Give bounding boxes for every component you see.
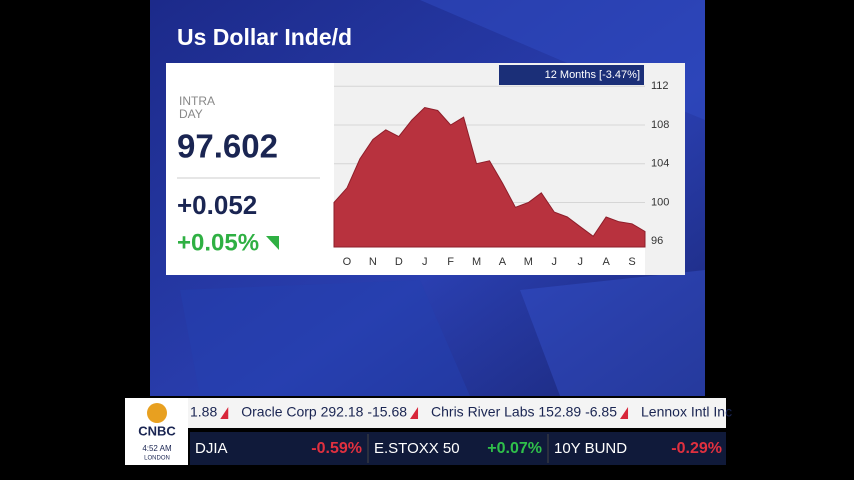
decor <box>520 270 705 396</box>
down-arrow <box>620 407 629 419</box>
index-name: DJIA <box>195 440 228 457</box>
quote-panel <box>166 63 334 275</box>
x-tick-label: D <box>395 256 403 268</box>
index-change: -0.29% <box>671 440 722 457</box>
index-change: -0.59% <box>311 440 362 457</box>
up-arrow <box>266 236 279 250</box>
x-axis-strip <box>334 247 645 275</box>
area <box>333 106 646 248</box>
ticker-item: 1.88 <box>190 404 217 420</box>
down-arrow <box>220 407 229 419</box>
decor <box>180 280 470 396</box>
logo-city: LONDON <box>144 456 170 462</box>
y-tick-label: 108 <box>651 119 669 131</box>
x-tick-label: M <box>524 256 533 268</box>
logo-time: 4:52 AM <box>142 444 172 453</box>
x-tick-label: N <box>369 256 377 268</box>
quote-change: +0.052 <box>177 190 257 220</box>
index-name: 10Y BUND <box>554 440 627 457</box>
down-arrow <box>410 407 419 419</box>
y-tick-label: 100 <box>651 196 669 208</box>
chart-title: Us Dollar Inde/d <box>177 24 352 50</box>
x-tick-label: F <box>447 256 454 268</box>
x-tick-label: J <box>577 256 583 268</box>
x-tick-label: J <box>422 256 428 268</box>
legend-box <box>499 65 644 85</box>
legend-label: 12 Months [-3.47%] <box>545 69 640 81</box>
x-tick-label: A <box>499 256 507 268</box>
y-tick-label: 112 <box>651 80 669 92</box>
quote-label: INTRA <box>179 94 215 108</box>
x-tick-label: S <box>628 256 635 268</box>
quote-label: DAY <box>179 107 203 121</box>
ticker-item: Oracle Corp 292.18 -15.68 <box>241 404 407 420</box>
quote-price: 97.602 <box>177 128 278 165</box>
x-tick-label: J <box>552 256 558 268</box>
y-tick-label: 104 <box>651 158 669 170</box>
ticker-item: Chris River Labs 152.89 -6.85 <box>431 404 617 420</box>
index-name: E.STOXX 50 <box>374 440 460 457</box>
index-change: +0.07% <box>487 440 542 457</box>
x-tick-label: A <box>602 256 610 268</box>
quote-change-pct: +0.05% <box>177 229 259 256</box>
x-tick-label: O <box>343 256 352 268</box>
logo-peacock <box>147 403 167 423</box>
indices-bar <box>190 432 726 465</box>
ticker-item: Lennox Intl Inc <box>641 404 732 420</box>
logo-brand: CNBC <box>138 423 176 438</box>
x-tick-label: M <box>472 256 481 268</box>
y-tick-label: 96 <box>651 235 663 247</box>
